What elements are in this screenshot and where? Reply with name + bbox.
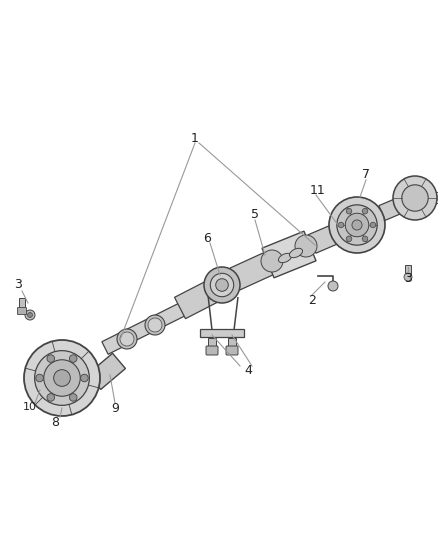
- Text: 1: 1: [191, 132, 199, 144]
- Circle shape: [117, 329, 137, 349]
- Circle shape: [36, 374, 43, 382]
- Circle shape: [28, 312, 32, 318]
- Circle shape: [44, 360, 80, 396]
- Circle shape: [53, 370, 71, 386]
- Ellipse shape: [279, 253, 292, 263]
- Polygon shape: [19, 298, 25, 312]
- Polygon shape: [379, 195, 411, 220]
- FancyBboxPatch shape: [226, 346, 238, 355]
- Circle shape: [329, 197, 385, 253]
- Circle shape: [120, 332, 134, 346]
- Circle shape: [204, 267, 240, 303]
- Ellipse shape: [290, 248, 303, 257]
- Circle shape: [402, 185, 428, 211]
- Polygon shape: [102, 302, 188, 354]
- Circle shape: [81, 374, 88, 382]
- Circle shape: [337, 205, 377, 245]
- Circle shape: [370, 222, 376, 228]
- Circle shape: [345, 213, 369, 237]
- Text: 6: 6: [203, 231, 211, 245]
- Polygon shape: [88, 353, 125, 390]
- Circle shape: [25, 310, 35, 320]
- Text: 8: 8: [51, 416, 59, 429]
- Polygon shape: [308, 223, 344, 253]
- Text: 4: 4: [244, 364, 252, 376]
- Text: 3: 3: [14, 279, 22, 292]
- Circle shape: [35, 351, 89, 406]
- Circle shape: [24, 340, 100, 416]
- FancyBboxPatch shape: [206, 346, 218, 355]
- Text: 10: 10: [23, 402, 37, 412]
- Polygon shape: [405, 265, 411, 275]
- Circle shape: [148, 318, 162, 332]
- Circle shape: [362, 208, 368, 214]
- Circle shape: [69, 355, 77, 362]
- Text: 9: 9: [111, 401, 119, 415]
- Circle shape: [346, 208, 352, 214]
- Text: 11: 11: [310, 183, 326, 197]
- Polygon shape: [200, 329, 244, 337]
- Text: 5: 5: [251, 208, 259, 222]
- Circle shape: [215, 279, 228, 292]
- Text: 3: 3: [404, 271, 412, 285]
- Polygon shape: [230, 252, 275, 290]
- Polygon shape: [208, 338, 216, 350]
- Circle shape: [352, 220, 362, 230]
- Text: 7: 7: [362, 168, 370, 182]
- Circle shape: [47, 355, 55, 362]
- Polygon shape: [228, 338, 236, 350]
- Circle shape: [404, 273, 412, 281]
- Circle shape: [261, 250, 283, 272]
- Polygon shape: [262, 231, 316, 278]
- Text: 2: 2: [308, 294, 316, 306]
- Polygon shape: [174, 279, 220, 319]
- Circle shape: [393, 176, 437, 220]
- Circle shape: [145, 315, 165, 335]
- Circle shape: [338, 222, 344, 228]
- FancyBboxPatch shape: [18, 308, 27, 314]
- Circle shape: [346, 236, 352, 241]
- Circle shape: [210, 273, 234, 297]
- Circle shape: [69, 393, 77, 401]
- Circle shape: [362, 236, 368, 241]
- Circle shape: [47, 393, 55, 401]
- Circle shape: [295, 235, 317, 257]
- Circle shape: [328, 281, 338, 291]
